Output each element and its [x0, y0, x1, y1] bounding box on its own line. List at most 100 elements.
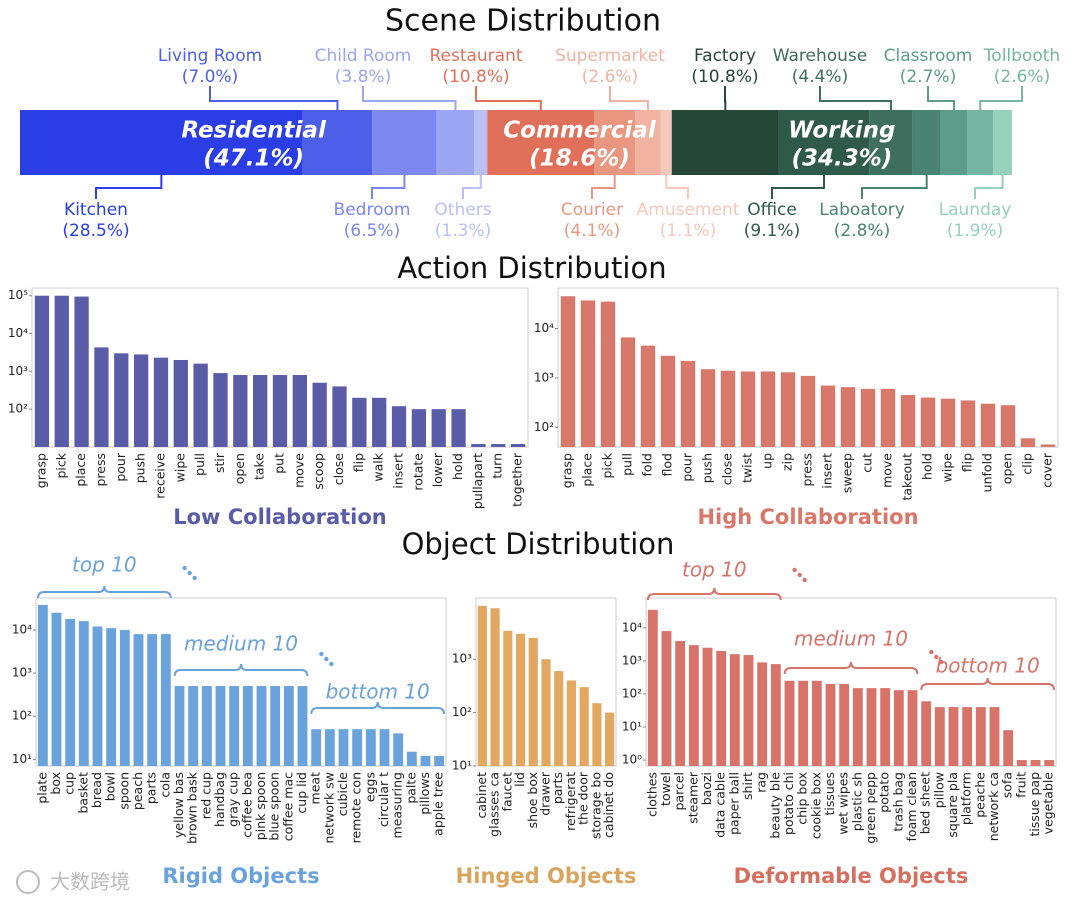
leader-line: [95, 175, 163, 199]
bar: [1016, 760, 1027, 766]
x-tick-label: spoon: [116, 772, 131, 810]
bar: [1040, 444, 1056, 447]
y-tick-label: 10³: [622, 653, 642, 667]
brace: [173, 663, 309, 677]
x-tick-label: walk: [371, 452, 386, 481]
x-tick-label: green pepp: [863, 772, 878, 844]
x-tick-label: lower: [430, 452, 445, 487]
bar: [324, 729, 335, 766]
x-tick-label: push: [700, 453, 715, 483]
bar: [78, 621, 89, 766]
scene-segment: [660, 110, 672, 175]
bar: [566, 680, 577, 766]
x-tick-label: push: [133, 453, 148, 483]
y-tick-label: 10³: [452, 652, 472, 666]
bar: [860, 388, 876, 447]
leader-line: [591, 175, 616, 199]
x-tick-label: potato chi: [781, 772, 796, 835]
bar: [312, 382, 327, 447]
segment-value: (4.1%): [564, 221, 620, 241]
x-tick-label: square pla: [945, 772, 960, 838]
group-name: Working: [788, 118, 895, 144]
x-tick-label: press: [93, 453, 108, 487]
bar: [798, 680, 809, 766]
leader-line: [974, 175, 1004, 199]
bar: [451, 409, 466, 447]
bar: [660, 355, 676, 447]
bar: [907, 690, 918, 766]
x-tick-label: brown bask: [185, 771, 200, 844]
x-tick-label: cup lid: [294, 772, 309, 814]
x-tick-label: plastic sh: [849, 772, 864, 831]
y-tick-label: 10³: [534, 370, 554, 384]
bar: [201, 686, 212, 766]
x-tick-label: cola: [157, 772, 172, 798]
segment-name: Courier: [561, 200, 623, 220]
bar: [434, 755, 445, 766]
x-tick-label: handbag: [212, 772, 227, 827]
plot-frame: [35, 597, 447, 767]
brace: [37, 585, 172, 599]
bar: [92, 626, 103, 766]
bar: [702, 647, 713, 766]
x-tick-label: storage bo: [588, 772, 603, 839]
annotation: top 10: [682, 558, 747, 582]
bar: [920, 397, 936, 447]
bar: [174, 686, 185, 766]
x-tick-label: refrigerat: [563, 772, 578, 831]
bar: [283, 686, 294, 766]
bar: [270, 686, 281, 766]
x-tick-label: up: [760, 453, 775, 469]
group-value: (47.1%): [203, 146, 304, 172]
x-tick-label: red cup: [198, 772, 213, 819]
segment-name: Factory: [694, 46, 756, 66]
bar: [54, 295, 69, 447]
bar: [866, 688, 877, 766]
x-tick-label: hold: [450, 453, 465, 480]
bar: [1044, 760, 1055, 766]
scene-segment: [474, 110, 488, 175]
scene-segment: [940, 110, 968, 175]
bar: [784, 680, 795, 766]
x-tick-label: peache: [972, 772, 987, 818]
bar: [528, 637, 538, 766]
x-tick-label: move: [291, 453, 306, 488]
x-tick-label: rag: [754, 772, 769, 793]
brace: [310, 701, 445, 715]
bar: [490, 608, 500, 766]
x-tick-label: shirt: [740, 772, 755, 800]
x-tick-label: cut: [860, 453, 875, 473]
y-tick-label: 10³: [12, 666, 32, 680]
segment-name: Others: [434, 200, 491, 220]
bar: [233, 375, 248, 447]
bar: [332, 386, 347, 447]
bar: [242, 686, 253, 766]
x-tick-label: wet wipes: [836, 772, 851, 835]
x-tick-label: move: [880, 453, 895, 488]
y-tick-label: 10²: [8, 402, 28, 416]
bar: [757, 662, 768, 766]
x-tick-label: together: [510, 452, 525, 507]
x-tick-label: network sw: [321, 772, 336, 843]
bar: [716, 650, 727, 766]
bar: [592, 703, 602, 766]
segment-name: Classroom: [884, 46, 973, 66]
x-tick-label: circular t: [376, 772, 391, 827]
x-tick-label: eggs: [362, 772, 377, 802]
bar: [811, 680, 822, 766]
x-tick-label: zip: [780, 453, 795, 471]
x-tick-label: glasses ca: [487, 772, 502, 837]
bar: [297, 686, 308, 766]
segment-value: (1.1%): [660, 221, 716, 241]
x-tick-label: gray cup: [226, 772, 241, 827]
bar: [893, 690, 904, 766]
x-tick-label: wipe: [172, 453, 187, 483]
bar: [1003, 730, 1014, 766]
bar: [365, 729, 376, 766]
scene-segment: [372, 110, 437, 175]
x-tick-label: flip: [351, 453, 366, 472]
bar: [605, 712, 615, 766]
bar: [921, 701, 932, 766]
leader-line: [209, 86, 339, 110]
